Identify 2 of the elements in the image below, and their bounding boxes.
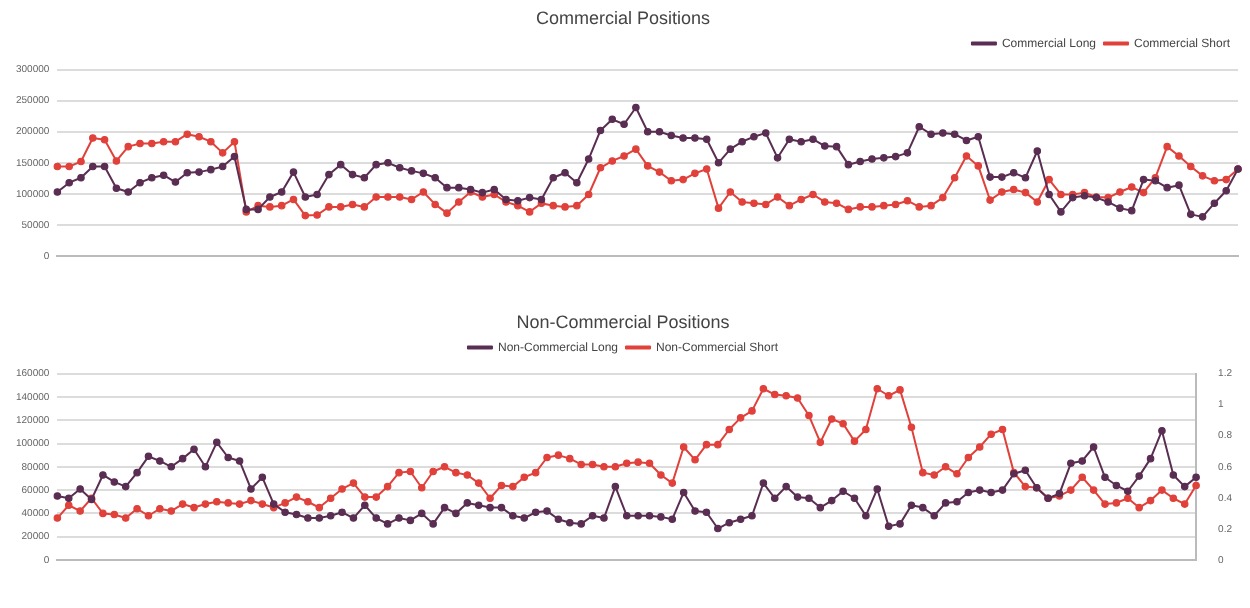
chart-title: Commercial Positions xyxy=(535,7,712,28)
chart-title: Non-Commercial Positions xyxy=(516,311,731,332)
